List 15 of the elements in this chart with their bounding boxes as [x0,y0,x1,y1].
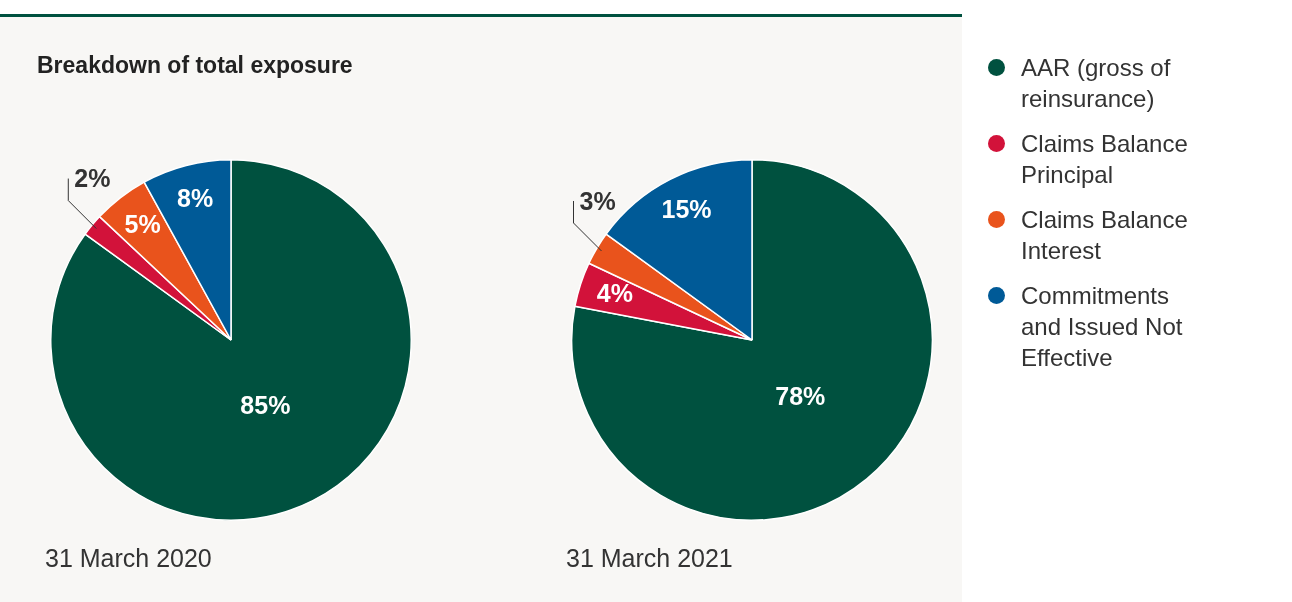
data-label: 8% [177,184,214,213]
data-label: 4% [596,279,633,308]
legend-label: Claims Balance Principal [1021,130,1188,188]
chart-title: Breakdown of total exposure [37,52,353,79]
data-label: 15% [661,195,712,224]
legend-label: Commitments and Issued Not Effective [1021,282,1183,371]
data-label: 85% [240,391,291,420]
legend-label: Claims Balance Interest [1021,206,1188,264]
legend-label: AAR (gross of reinsurance) [1021,54,1171,112]
data-label: 2% [74,164,111,193]
data-label: 5% [124,209,161,238]
data-label: 3% [579,186,616,215]
text: 31 March 2021 [566,544,733,573]
text: 31 March 2020 [45,544,212,573]
data-label: 78% [775,382,826,411]
